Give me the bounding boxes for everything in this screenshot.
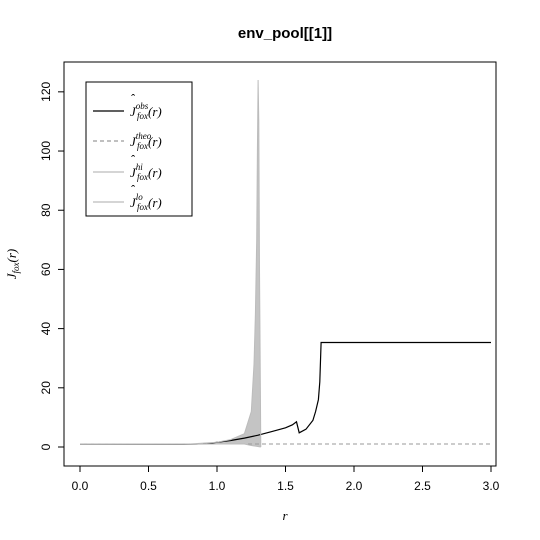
series-line-lo	[80, 443, 261, 448]
legend-hat-icon: ˆ	[130, 91, 135, 106]
x-tick-label: 2.0	[346, 479, 363, 493]
x-axis: 0.0 0.5 1.0 1.5 2.0 2.5 3.0	[72, 465, 500, 493]
chart-title: env_pool[[1]]	[238, 25, 332, 42]
x-tick-label: 1.5	[277, 479, 294, 493]
y-tick-label: 120	[39, 81, 53, 101]
x-tick-label: 2.5	[414, 479, 431, 493]
legend-label-lo: Jlo fox(r)	[130, 192, 162, 212]
x-tick-label: 1.0	[209, 479, 226, 493]
y-tick-label: 0	[39, 443, 53, 450]
series-lines	[79, 79, 491, 448]
legend-box	[85, 81, 193, 217]
x-axis-label: r	[282, 508, 288, 523]
series-line-hi	[79, 79, 262, 448]
legend-hat-icon: ˆ	[130, 152, 135, 167]
y-axis: 0 20 40 60 80 100 120	[39, 81, 65, 450]
y-tick-label: 20	[39, 381, 53, 395]
legend-label-hi: Jhi fox(r)	[130, 162, 162, 182]
y-tick-label: 80	[39, 203, 53, 217]
y-tick-label: 60	[39, 262, 53, 276]
x-tick-label: 3.0	[483, 479, 500, 493]
y-tick-label: 100	[39, 141, 53, 161]
legend-hat-icon: ˆ	[130, 182, 135, 197]
y-tick-label: 40	[39, 322, 53, 336]
legend-label-theo: Jtheo fox(r)	[130, 131, 162, 151]
x-tick-label: 0.0	[72, 479, 89, 493]
x-tick-label: 0.5	[140, 479, 157, 493]
y-axis-label: Jfox(r)	[4, 249, 21, 280]
legend-label-obs: Jobs fox(r)	[130, 101, 162, 121]
